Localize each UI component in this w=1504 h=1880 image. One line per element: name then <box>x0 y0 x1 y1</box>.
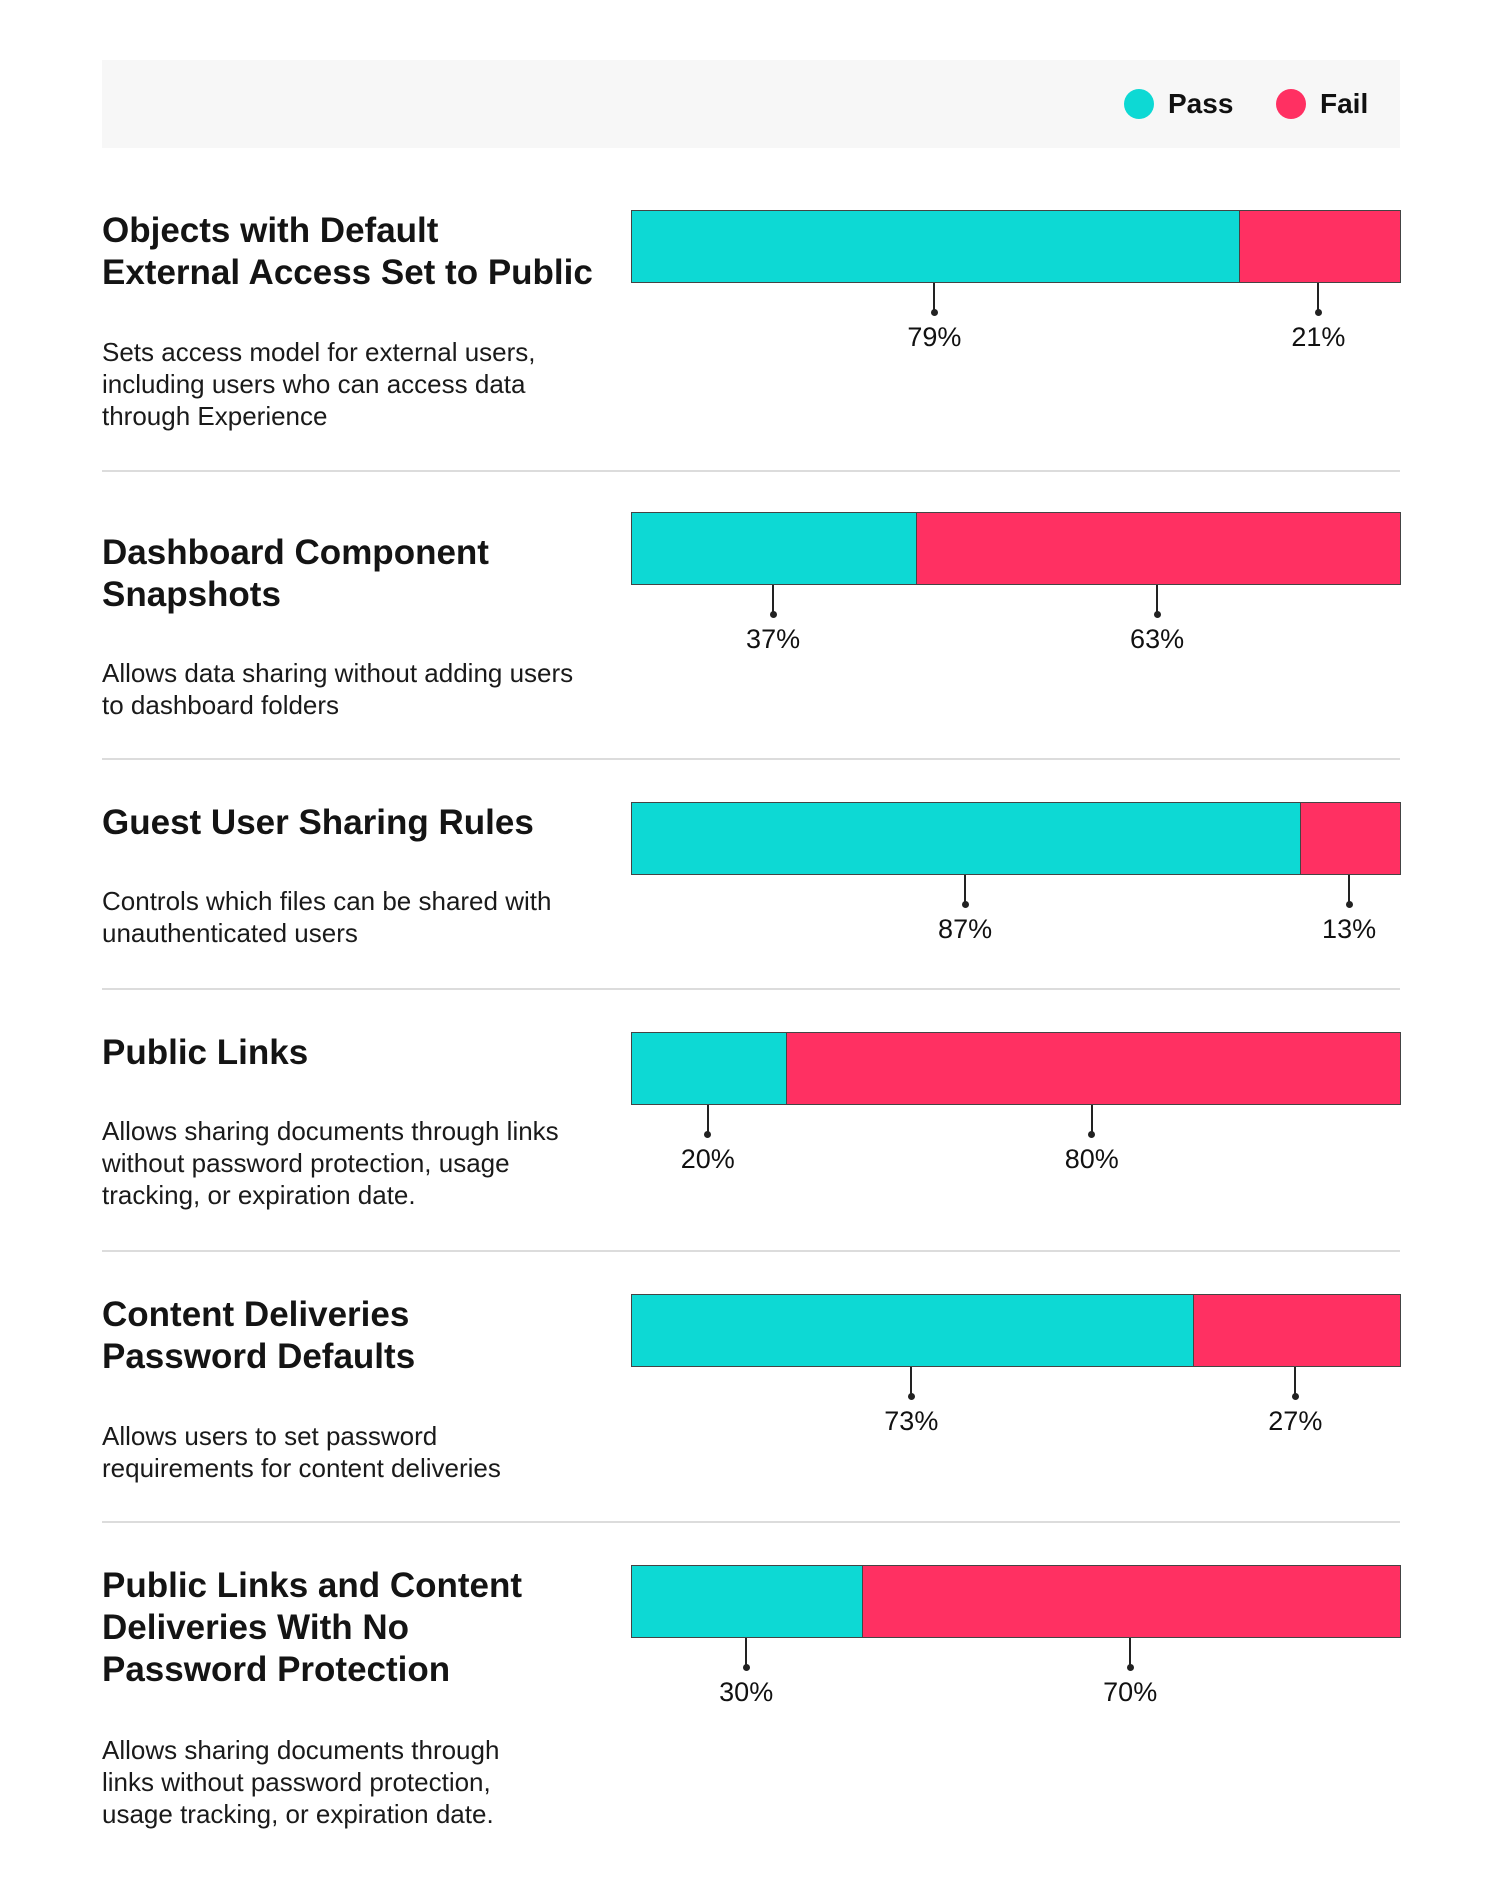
bar-segment-fail <box>862 1566 1400 1637</box>
row-title: Dashboard Component Snapshots <box>102 533 489 614</box>
data-label-pass: 30% <box>719 1677 774 1707</box>
tick-dot-pass <box>769 611 777 618</box>
row-description: Sets access model for external users, in… <box>102 337 536 431</box>
tick-pass <box>772 585 775 614</box>
fail-swatch-icon <box>1276 89 1306 119</box>
tick-dot-fail <box>1314 309 1322 316</box>
row-divider <box>102 988 1400 990</box>
pass-swatch-icon <box>1124 89 1154 119</box>
legend-item-fail: Fail <box>1276 60 1368 148</box>
row-description: Allows sharing documents through links w… <box>102 1116 559 1210</box>
row-description: Allows users to set password requirement… <box>102 1421 501 1483</box>
row-description: Controls which files can be shared with … <box>102 886 552 948</box>
row-title: Guest User Sharing Rules <box>102 803 534 842</box>
bar-segment-fail <box>1300 803 1400 874</box>
row-divider <box>102 1521 1400 1523</box>
bar-segment-pass <box>632 513 917 584</box>
stacked-bar: 20% 80% <box>631 1032 1401 1174</box>
bar-segment-pass <box>632 1566 863 1637</box>
stacked-bar: 87% 13% <box>631 802 1401 944</box>
row-description: Allows sharing documents through links w… <box>102 1735 500 1829</box>
data-label-fail: 13% <box>1322 914 1377 944</box>
bar-segment-pass <box>632 1033 786 1104</box>
tick-dot-pass <box>704 1131 712 1138</box>
bar-segment-pass <box>632 803 1301 874</box>
tick-dot-fail <box>1345 901 1353 908</box>
bar-segment-pass <box>632 1295 1193 1366</box>
tick-dot-pass <box>930 309 938 316</box>
legend-label-fail: Fail <box>1320 88 1369 119</box>
tick-dot-pass <box>742 1664 750 1671</box>
row-title: Content Deliveries Password Defaults <box>102 1295 416 1376</box>
data-label-pass: 37% <box>746 624 801 654</box>
row-divider <box>102 1250 1400 1252</box>
data-label-pass: 73% <box>884 1406 939 1436</box>
data-label-fail: 80% <box>1064 1144 1119 1174</box>
tick-dot-pass <box>907 1393 915 1400</box>
stacked-bar: 37% 63% <box>631 512 1401 654</box>
stacked-bar: 79% 21% <box>631 210 1401 352</box>
tick-fail <box>1317 283 1320 312</box>
data-label-fail: 27% <box>1268 1406 1323 1436</box>
tick-dot-fail <box>1153 611 1161 618</box>
data-label-fail: 63% <box>1130 624 1185 654</box>
row-divider <box>102 470 1400 472</box>
data-label-pass: 79% <box>907 322 962 352</box>
legend-label-pass: Pass <box>1168 88 1234 119</box>
data-label-fail: 21% <box>1291 322 1346 352</box>
row-title: Objects with Default External Access Set… <box>102 211 593 292</box>
tick-fail <box>1294 1367 1297 1396</box>
tick-pass <box>910 1367 913 1396</box>
row-title: Public Links and Content Deliveries With… <box>102 1566 523 1689</box>
tick-pass <box>745 1638 748 1667</box>
tick-pass <box>706 1105 709 1134</box>
tick-fail <box>1348 875 1351 904</box>
stacked-bar: 30% 70% <box>631 1565 1401 1707</box>
row-divider <box>102 758 1400 760</box>
data-label-fail: 70% <box>1103 1677 1158 1707</box>
legend-item-pass: Pass <box>1124 60 1233 148</box>
tick-fail <box>1156 585 1159 614</box>
tick-pass <box>933 283 936 312</box>
bar-segment-fail <box>916 513 1400 584</box>
tick-dot-pass <box>961 901 969 908</box>
bar-segment-pass <box>632 211 1239 282</box>
data-label-pass: 87% <box>938 914 993 944</box>
tick-dot-fail <box>1126 1664 1134 1671</box>
row-description: Allows data sharing without adding users… <box>102 658 574 720</box>
data-label-pass: 20% <box>680 1144 735 1174</box>
bar-segment-fail <box>1192 1295 1400 1366</box>
tick-fail <box>1090 1105 1093 1134</box>
stacked-bar: 73% 27% <box>631 1294 1401 1436</box>
tick-fail <box>1129 1638 1132 1667</box>
tick-pass <box>964 875 967 904</box>
tick-dot-fail <box>1088 1131 1096 1138</box>
tick-dot-fail <box>1291 1393 1299 1400</box>
bar-segment-fail <box>785 1033 1400 1104</box>
legend: Pass Fail <box>102 60 1400 148</box>
row-title: Public Links <box>102 1033 309 1072</box>
bar-segment-fail <box>1238 211 1400 282</box>
